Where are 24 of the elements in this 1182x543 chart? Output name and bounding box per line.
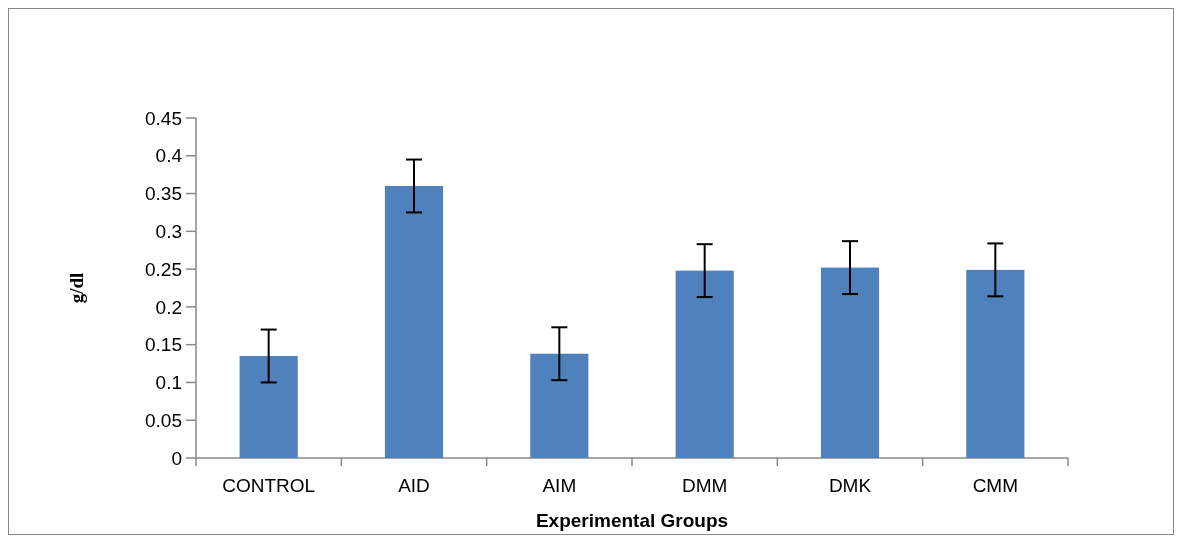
x-axis-title: Experimental Groups (535, 510, 729, 531)
y-tick-label: 0.2 (155, 296, 182, 318)
x-tick-label: CMM (972, 475, 1019, 496)
bar (675, 270, 734, 458)
y-tick-label: 0.05 (145, 409, 182, 431)
bar (966, 269, 1025, 458)
y-tick-label: 0.25 (145, 258, 182, 280)
x-tick-label: DMM (681, 475, 728, 496)
bar (820, 267, 880, 458)
y-axis-title: g/dl (66, 272, 87, 304)
y-tick-label: 0.35 (145, 183, 182, 205)
y-tick-label: 0.4 (155, 145, 183, 167)
bar (384, 186, 444, 458)
y-tick-label: 0.45 (145, 107, 182, 129)
x-tick-label: AID (398, 475, 430, 496)
y-tick-label: 0.1 (155, 372, 182, 394)
y-tick-label: 0 (171, 447, 182, 469)
bar (530, 353, 589, 458)
y-tick-label: 0.15 (145, 334, 182, 356)
bar (239, 356, 298, 458)
x-tick-label: CONTROL (222, 475, 316, 496)
x-tick-label: AIM (542, 475, 577, 496)
x-tick-label: DMK (828, 475, 872, 496)
y-tick-label: 0.3 (155, 220, 182, 242)
